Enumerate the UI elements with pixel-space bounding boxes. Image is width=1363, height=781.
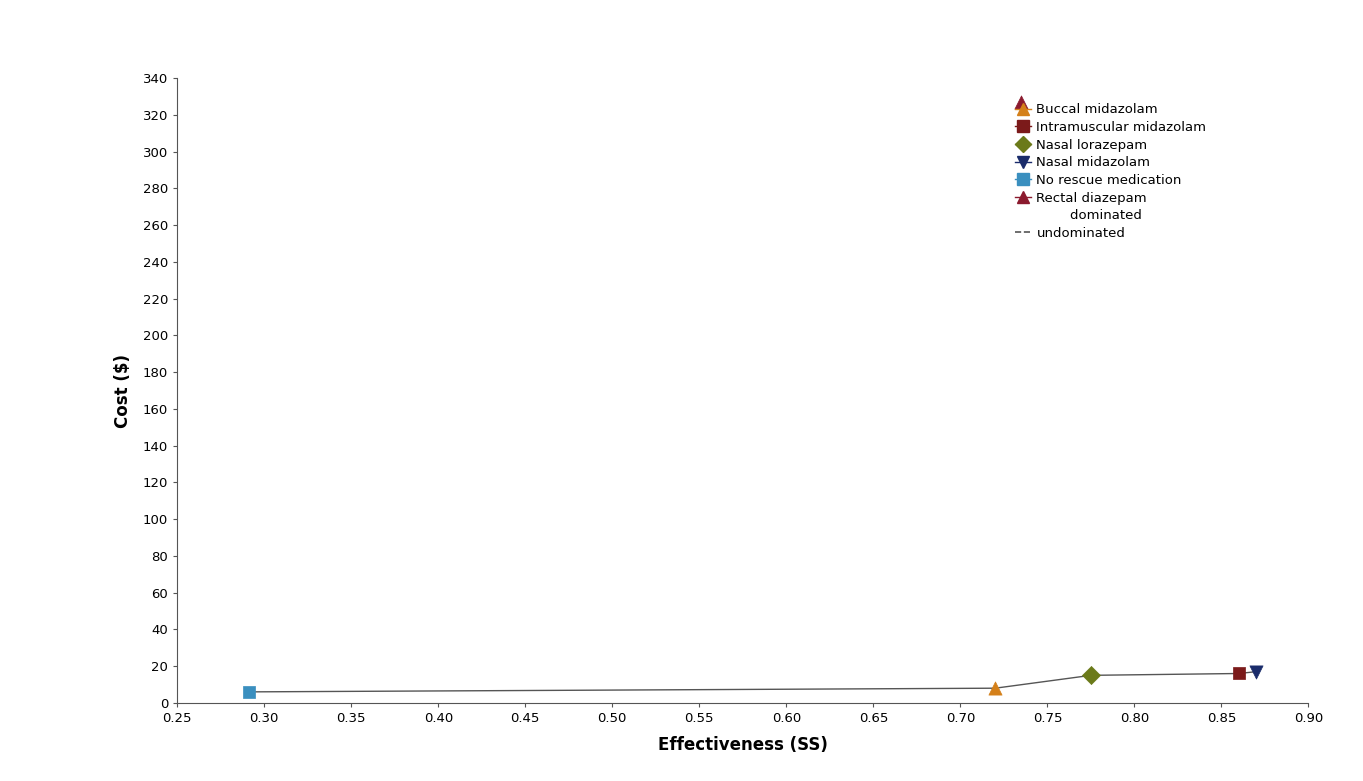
Point <box>1079 669 1101 682</box>
Point <box>237 686 259 698</box>
Point <box>1246 665 1268 678</box>
Point <box>1010 96 1032 109</box>
Point <box>984 682 1006 694</box>
X-axis label: Effectiveness (SS): Effectiveness (SS) <box>658 736 827 754</box>
Point <box>1228 667 1250 679</box>
Legend: Buccal midazolam, Intramuscular midazolam, Nasal lorazepam, Nasal midazolam, No : Buccal midazolam, Intramuscular midazola… <box>1015 103 1206 240</box>
Text: I. Sánchez Fernández et al.: I. Sánchez Fernández et al. <box>11 25 285 43</box>
Y-axis label: Cost ($): Cost ($) <box>113 354 132 427</box>
